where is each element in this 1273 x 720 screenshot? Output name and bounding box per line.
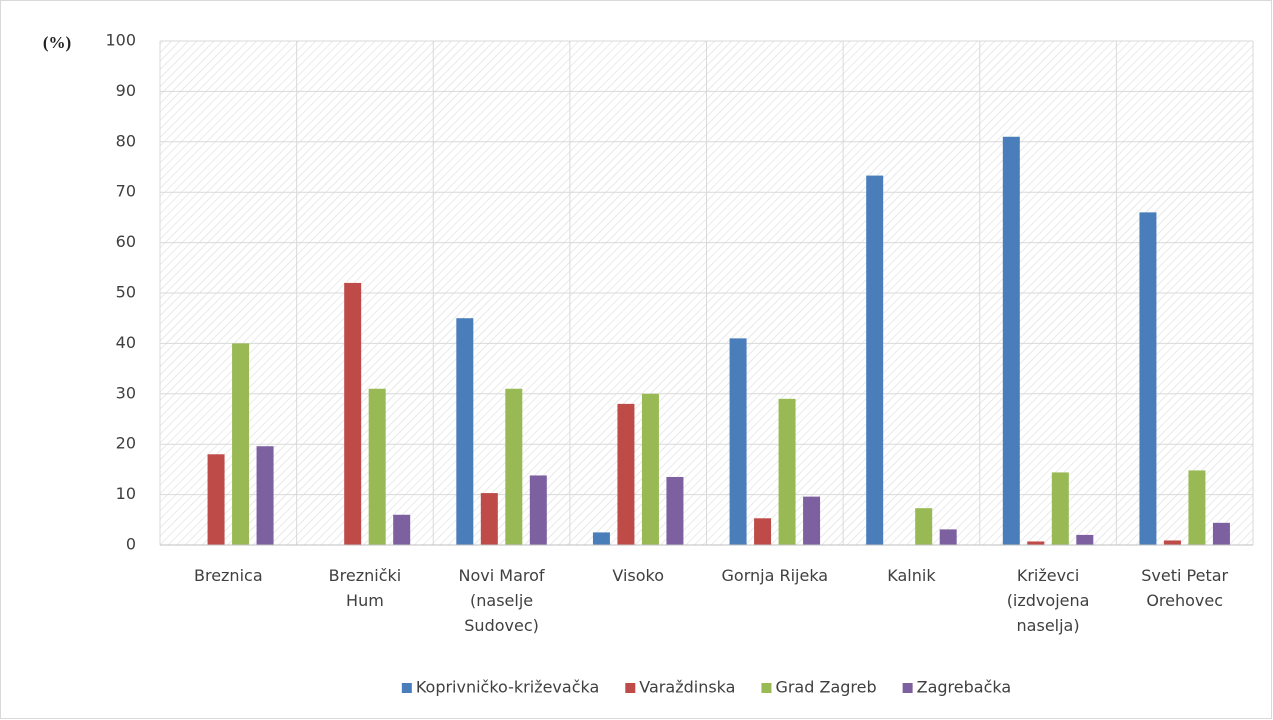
bar — [1076, 534, 1094, 545]
bar — [505, 388, 523, 545]
bar — [1002, 136, 1020, 545]
y-tick-label: 20 — [116, 434, 136, 453]
bar — [666, 476, 684, 545]
bar — [456, 318, 474, 545]
bar — [368, 388, 386, 545]
y-tick-label: 0 — [126, 535, 136, 554]
x-tick-label: Breznica — [194, 566, 263, 585]
x-tick-label: Gornja Rijeka — [722, 566, 829, 585]
y-tick-label: 40 — [116, 333, 136, 352]
bar — [256, 446, 274, 545]
bar — [1139, 212, 1157, 546]
bar — [803, 496, 821, 545]
bar — [480, 493, 498, 545]
legend-swatch — [625, 683, 636, 693]
x-tick-label: Visoko — [612, 566, 664, 585]
bar — [207, 454, 225, 545]
bar — [778, 398, 796, 545]
y-tick-label: 50 — [116, 283, 136, 302]
bar — [641, 393, 659, 545]
y-tick-label: 30 — [116, 383, 136, 402]
y-tick-label: 100 — [105, 31, 136, 50]
x-tick-label: Križevci (izdvojena naselja) — [1007, 566, 1090, 635]
bar — [592, 532, 610, 545]
bar — [529, 475, 547, 545]
x-tick-label: Breznički Hum — [329, 566, 402, 610]
legend-swatch — [761, 683, 772, 693]
legend-label: Varaždinska — [639, 678, 735, 697]
legend-label: Zagrebačka — [917, 678, 1012, 697]
y-tick-label: 10 — [116, 484, 136, 503]
x-tick-label: Kalnik — [887, 566, 936, 585]
legend-label: Grad Zagreb — [775, 678, 876, 697]
y-axis-title: (%) — [43, 33, 71, 52]
y-tick-label: 60 — [116, 232, 136, 251]
bar — [1188, 470, 1206, 545]
y-tick-label: 80 — [116, 131, 136, 150]
bar — [729, 338, 747, 545]
bar — [939, 529, 957, 545]
bar — [232, 343, 250, 545]
x-tick-label: Novi Marof (naselje Sudovec) — [459, 566, 545, 635]
y-tick-label: 90 — [116, 81, 136, 100]
bar — [344, 282, 362, 545]
legend-label: Koprivničko-križevačka — [416, 678, 599, 697]
x-tick-label: Sveti Petar Orehovec — [1141, 566, 1228, 610]
bar — [1163, 540, 1181, 545]
legend-swatch — [902, 683, 913, 693]
y-tick-label: 70 — [116, 182, 136, 201]
bar — [393, 514, 411, 545]
legend-swatch — [401, 683, 412, 693]
bar — [617, 403, 635, 545]
bar — [866, 175, 884, 545]
bar — [754, 518, 772, 545]
bar — [1212, 522, 1230, 545]
bar — [1051, 472, 1069, 545]
bar — [915, 508, 933, 545]
bar — [1027, 541, 1045, 545]
